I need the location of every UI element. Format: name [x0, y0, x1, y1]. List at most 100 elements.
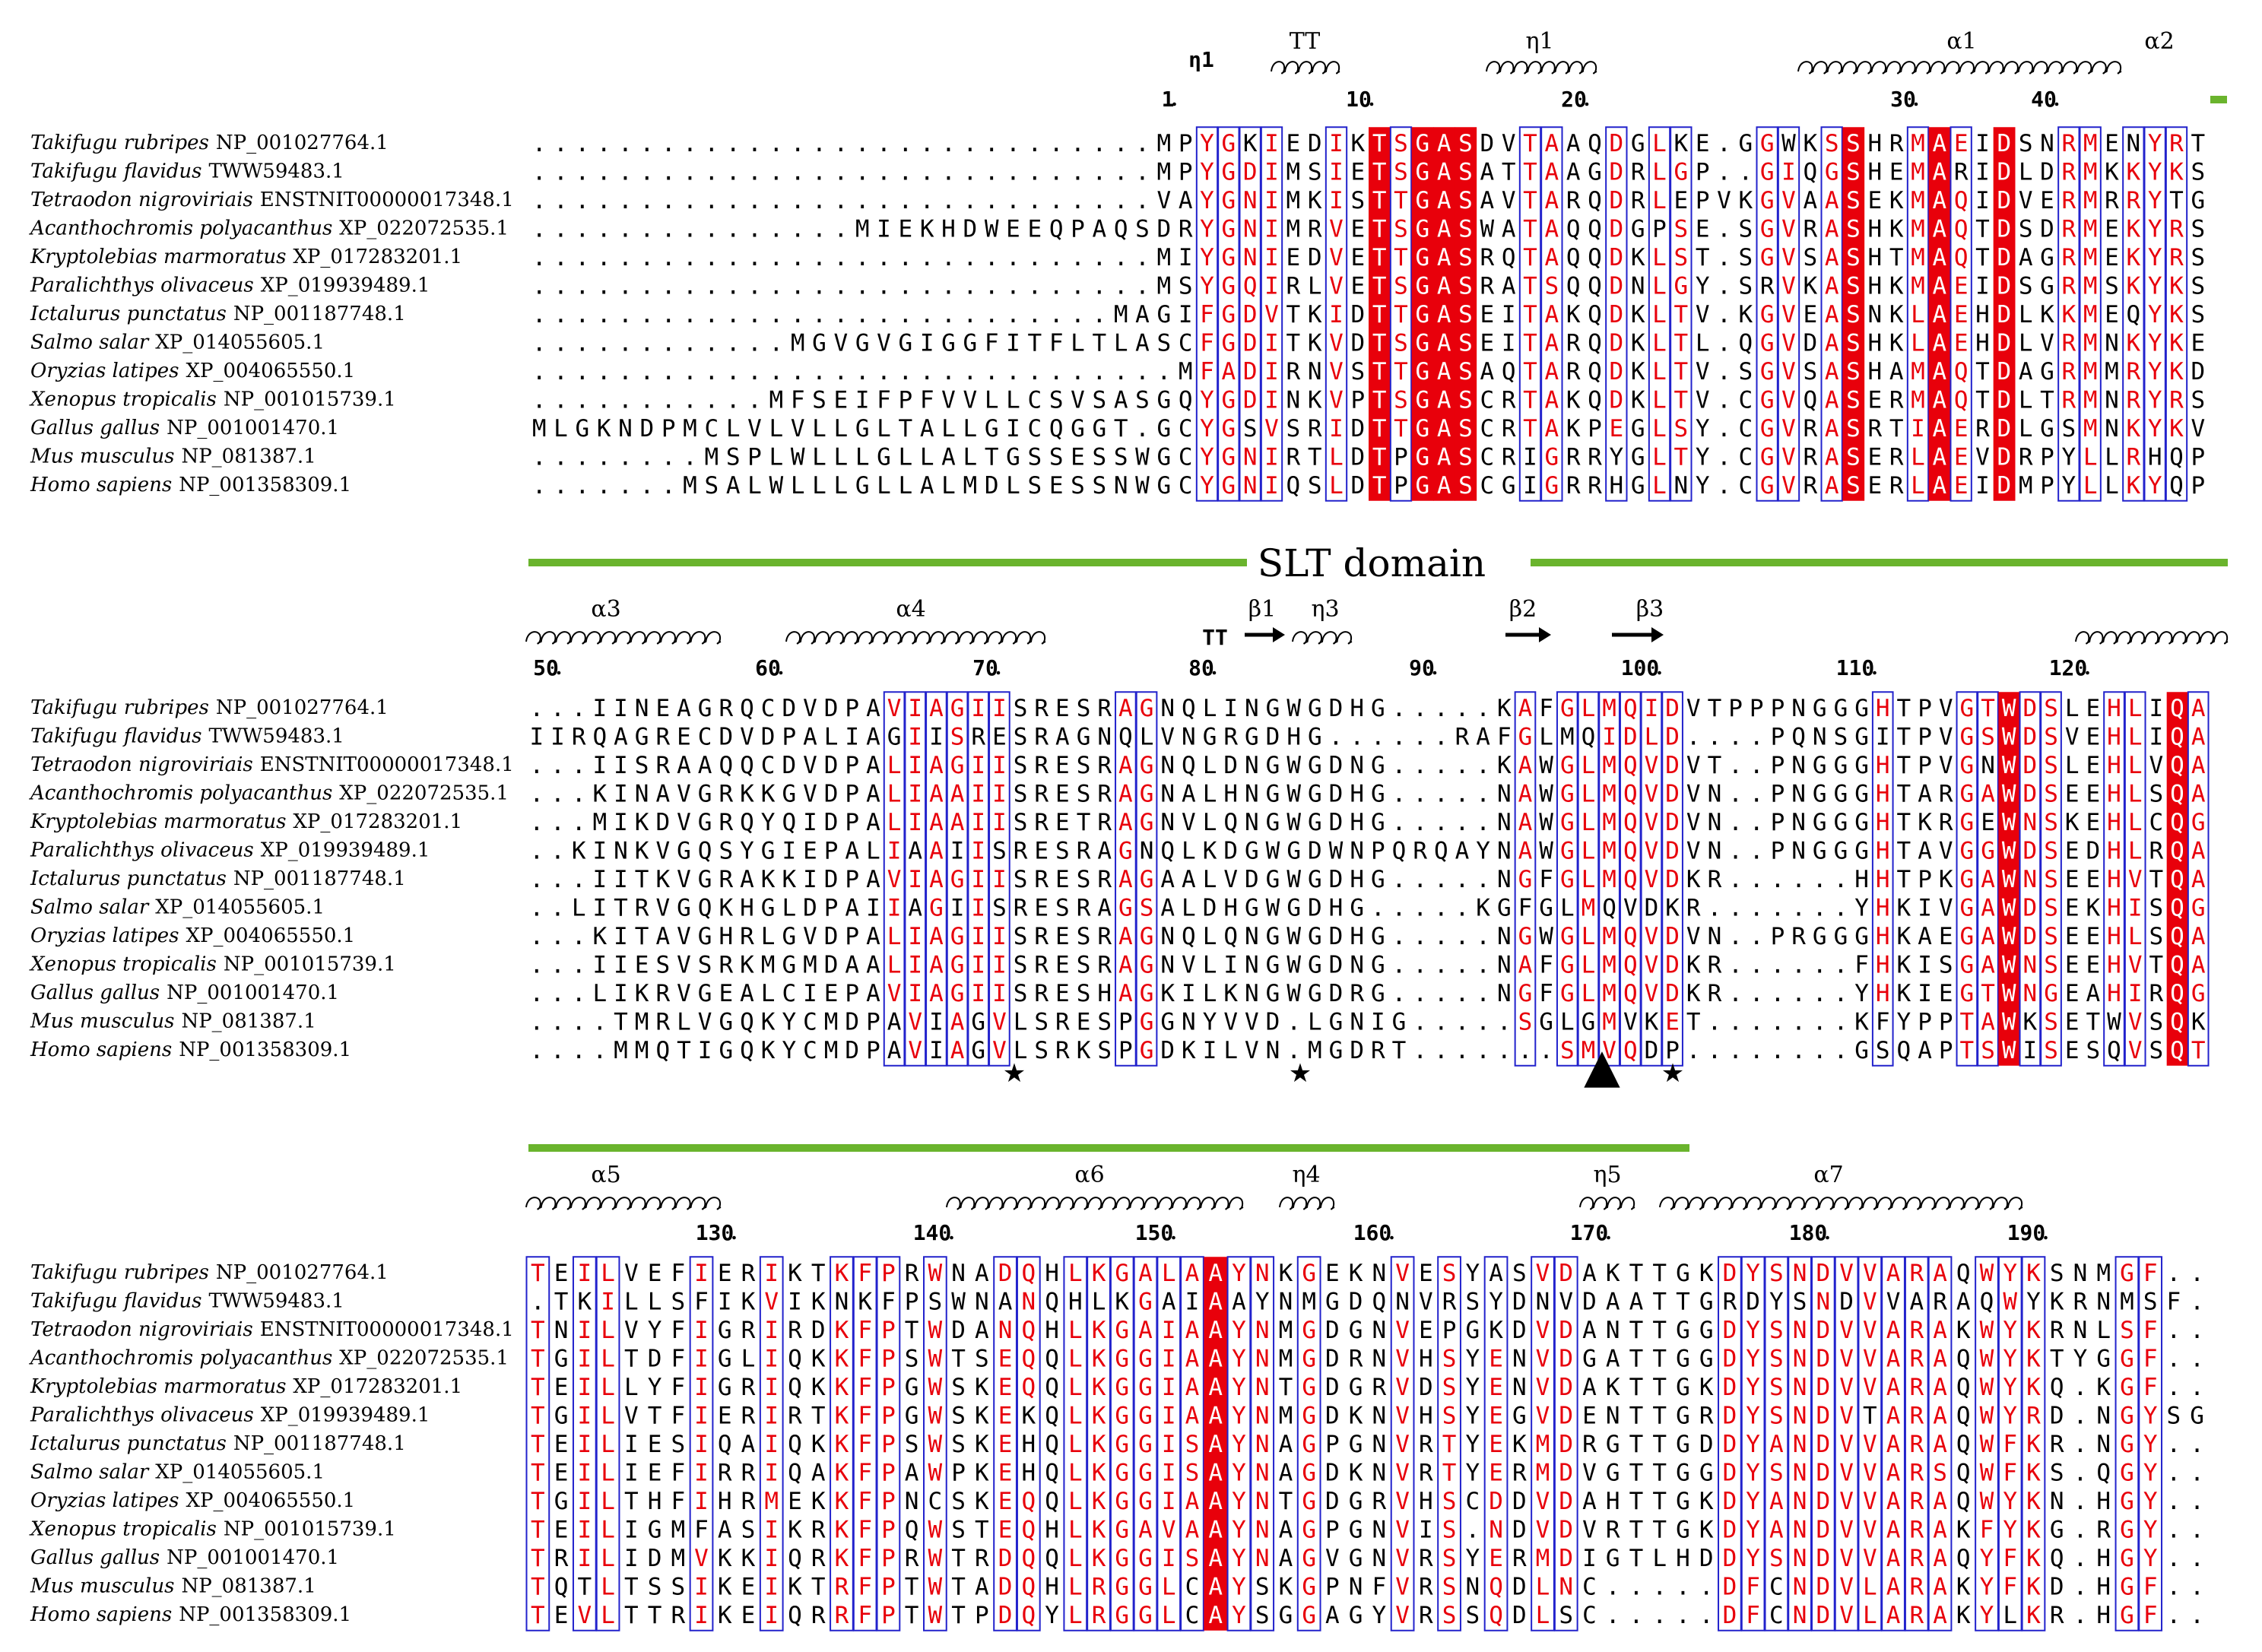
residue: G: [1539, 1009, 1553, 1036]
residue: R: [655, 724, 670, 751]
residue: M: [1156, 273, 1171, 300]
residue: C: [1185, 1602, 1200, 1629]
residue: Y: [1746, 1545, 1760, 1572]
residue: G: [1854, 1037, 1869, 1064]
residue: R: [1566, 358, 1581, 385]
residue: G: [1302, 1574, 1316, 1601]
residue: K: [2086, 895, 2101, 922]
residue: A: [866, 866, 880, 893]
residue: G: [1349, 1317, 1363, 1344]
residue: K: [2026, 1517, 2041, 1544]
residue: V: [1536, 1403, 1550, 1430]
residue: N: [1793, 1460, 1807, 1487]
similar-column-box: [1997, 1256, 2022, 1631]
residue: K: [1308, 330, 1322, 357]
residue: .: [554, 130, 568, 157]
residue: V: [1781, 301, 1796, 328]
residue: G: [1415, 216, 1429, 243]
residue: N: [635, 781, 649, 808]
residue: A: [908, 838, 922, 865]
residue: Y: [2003, 1346, 2017, 1373]
residue: R: [1223, 724, 1238, 751]
residue: Q: [2170, 1037, 2184, 1064]
residue: T: [905, 1602, 919, 1629]
residue: A: [1932, 244, 1946, 271]
residue: P: [1696, 159, 1710, 186]
residue: V: [1781, 472, 1796, 499]
residue: T: [975, 1517, 989, 1544]
residue: S: [1846, 216, 1861, 243]
residue: L: [1068, 1431, 1083, 1458]
residue: I: [578, 1374, 592, 1401]
residue: R: [1566, 444, 1581, 471]
residue: T: [531, 1260, 545, 1287]
residue: E: [554, 1517, 569, 1544]
residue: R: [2169, 387, 2184, 414]
residue: G: [1302, 1374, 1316, 1401]
residue: E: [1055, 809, 1070, 836]
residue: Q: [1956, 1403, 1971, 1430]
residue: Q: [1588, 273, 1602, 300]
residue: G: [1854, 724, 1869, 751]
residue: G: [1631, 415, 1645, 442]
residue: E: [1350, 244, 1365, 271]
residue: L: [1308, 1009, 1322, 1036]
residue: .: [1750, 781, 1764, 808]
residue: T: [1676, 1289, 1690, 1316]
residue: V: [1645, 781, 1659, 808]
residue: .: [639, 216, 654, 243]
similar-column-box: [1661, 691, 1683, 1067]
residue: D: [1723, 1602, 1737, 1629]
residue: .: [2190, 1545, 2204, 1572]
residue: R: [2073, 1289, 2088, 1316]
residue: .: [1434, 781, 1448, 808]
residue: .: [1455, 895, 1470, 922]
residue: D: [1997, 130, 2011, 157]
residue: Q: [1803, 387, 1817, 414]
residue: G: [1006, 444, 1020, 471]
residue: M: [963, 472, 977, 499]
residue: T: [1279, 1488, 1293, 1515]
residue: P: [1918, 695, 1932, 722]
residue: Q: [718, 1431, 732, 1458]
residue: Y: [648, 1374, 662, 1401]
residue: R: [2061, 330, 2076, 357]
residue: D: [1559, 1488, 1573, 1515]
residue: V: [1264, 415, 1279, 442]
residue: P: [824, 838, 839, 865]
residue: D: [2023, 895, 2038, 922]
residue: G: [1115, 1460, 1129, 1487]
residue: S: [2191, 387, 2205, 414]
residue: A: [2191, 781, 2206, 808]
residue: .: [1750, 1009, 1764, 1036]
residue: Y: [1232, 1317, 1246, 1344]
residue: V: [1329, 244, 1344, 271]
residue: S: [1738, 244, 1753, 271]
residue: K: [1092, 1517, 1106, 1544]
residue: E: [1889, 159, 1904, 186]
residue: A: [1544, 330, 1559, 357]
residue: R: [1419, 1460, 1433, 1487]
residue: D: [1349, 1289, 1363, 1316]
residue: E: [2086, 809, 2101, 836]
residue: I: [578, 1460, 592, 1487]
residue: L: [1068, 1460, 1083, 1487]
residue: M: [1279, 1403, 1293, 1430]
residue: Q: [1243, 273, 1258, 300]
residue: P: [881, 1574, 896, 1601]
residue: T: [1897, 809, 1911, 836]
residue: S: [2105, 273, 2119, 300]
residue: .: [1071, 130, 1085, 157]
residue: .: [747, 159, 762, 186]
residue: I: [971, 838, 985, 865]
residue: L: [1652, 358, 1667, 385]
residue: T: [1652, 1374, 1667, 1401]
residue: .: [2167, 1260, 2181, 1287]
residue: G: [2120, 1488, 2134, 1515]
residue: W: [2002, 838, 2016, 865]
residue: D: [1609, 387, 1623, 414]
residue: W: [769, 472, 783, 499]
residue: .: [898, 159, 912, 186]
residue: .: [791, 244, 805, 271]
residue: .: [532, 472, 547, 499]
